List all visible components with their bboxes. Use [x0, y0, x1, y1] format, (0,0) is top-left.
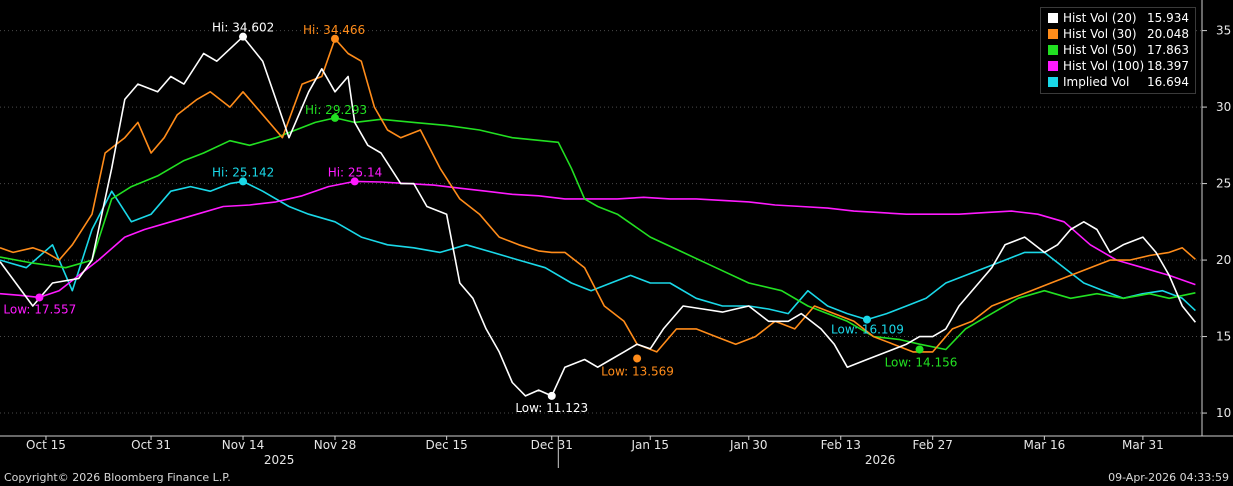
y-tick-label: 30: [1216, 100, 1231, 114]
annotation-label: Low: 13.569: [601, 364, 674, 378]
series-line-hist-vol-100: [0, 180, 1196, 299]
annotation-dot: [330, 34, 339, 43]
annotation-dot: [239, 177, 248, 186]
legend-swatch: [1048, 13, 1058, 23]
series-line-hist-vol-30: [0, 37, 1196, 353]
x-tick-label: Feb 27: [913, 438, 953, 452]
legend-value: 15.934: [1147, 11, 1189, 25]
x-tick-label: Dec 31: [531, 438, 573, 452]
legend-swatch: [1048, 61, 1058, 71]
x-tick-label: Jan 15: [630, 438, 669, 452]
annotation-dot: [239, 32, 248, 41]
x-tick-label: Oct 31: [131, 438, 171, 452]
timestamp-text: 09-Apr-2026 04:33:59: [1108, 471, 1229, 484]
legend-item: Hist Vol (100) 18.397: [1041, 58, 1195, 74]
legend-swatch: [1048, 29, 1058, 39]
annotation-label: Hi: 25.14: [328, 165, 383, 179]
annotation-dot: [35, 293, 44, 302]
legend: Hist Vol (20) 15.934 Hist Vol (30) 20.048 Hi…: [1040, 7, 1196, 94]
x-tick-label: Feb 13: [821, 438, 861, 452]
x-tick-label: Dec 15: [425, 438, 467, 452]
legend-swatch: [1048, 77, 1058, 87]
legend-value: 17.863: [1147, 43, 1189, 57]
annotation-label: Hi: 29.293: [305, 103, 367, 117]
x-tick-label: Mar 16: [1023, 438, 1065, 452]
legend-value: 16.694: [1147, 75, 1189, 89]
legend-item: Hist Vol (50) 17.863: [1041, 42, 1195, 58]
series-line-implied-vol: [0, 180, 1196, 321]
x-tick-label: Oct 15: [26, 438, 66, 452]
annotation-label: Low: 17.557: [3, 302, 76, 316]
grid-lines: [0, 30, 1202, 414]
legend-item: Implied Vol 16.694: [1041, 74, 1195, 90]
annotation-dot: [350, 177, 359, 186]
annotation-label: Low: 14.156: [885, 355, 958, 369]
year-label-2025: 2025: [264, 453, 295, 467]
x-tick-label: Jan 30: [729, 438, 768, 452]
legend-item: Hist Vol (30) 20.048: [1041, 26, 1195, 42]
annotation-dot: [330, 113, 339, 122]
series-line-hist-vol-50: [0, 117, 1196, 351]
legend-swatch: [1048, 45, 1058, 55]
legend-label: Implied Vol: [1063, 75, 1130, 89]
year-label-2026: 2026: [865, 453, 896, 467]
series-line-hist-vol-20: [0, 35, 1197, 397]
legend-label: Hist Vol (50): [1063, 43, 1137, 57]
annotation-label: Low: 16.109: [831, 323, 904, 337]
annotation-dot: [915, 345, 924, 354]
annotation-dot: [547, 391, 556, 400]
legend-value: 18.397: [1147, 59, 1189, 73]
hi-low-markers: Hi: 34.602 Low: 11.123 Hi: 34.466 Low: 13.5…: [3, 21, 957, 415]
annotation-dot: [633, 354, 642, 363]
series-lines: [0, 35, 1197, 397]
y-tick-label: 20: [1216, 253, 1231, 267]
x-tick-label: Nov 28: [314, 438, 357, 452]
annotation-dot: [863, 315, 872, 324]
y-tick-label: 15: [1216, 330, 1231, 344]
annotation-label: Low: 11.123: [515, 401, 588, 415]
y-tick-label: 35: [1216, 24, 1231, 38]
x-tick-label: Nov 14: [222, 438, 265, 452]
x-tick-label: Mar 31: [1122, 438, 1164, 452]
annotation-label: Hi: 34.466: [303, 23, 365, 37]
y-tick-label: 25: [1216, 177, 1231, 191]
annotation-label: Hi: 34.602: [212, 21, 274, 35]
legend-label: Hist Vol (100): [1063, 59, 1145, 73]
copyright-text: Copyright© 2026 Bloomberg Finance L.P.: [4, 471, 231, 484]
annotation-label: Hi: 25.142: [212, 165, 274, 179]
legend-item: Hist Vol (20) 15.934: [1041, 10, 1195, 26]
legend-label: Hist Vol (30): [1063, 27, 1137, 41]
legend-value: 20.048: [1147, 27, 1189, 41]
y-tick-label: 10: [1216, 406, 1231, 420]
legend-label: Hist Vol (20): [1063, 11, 1137, 25]
